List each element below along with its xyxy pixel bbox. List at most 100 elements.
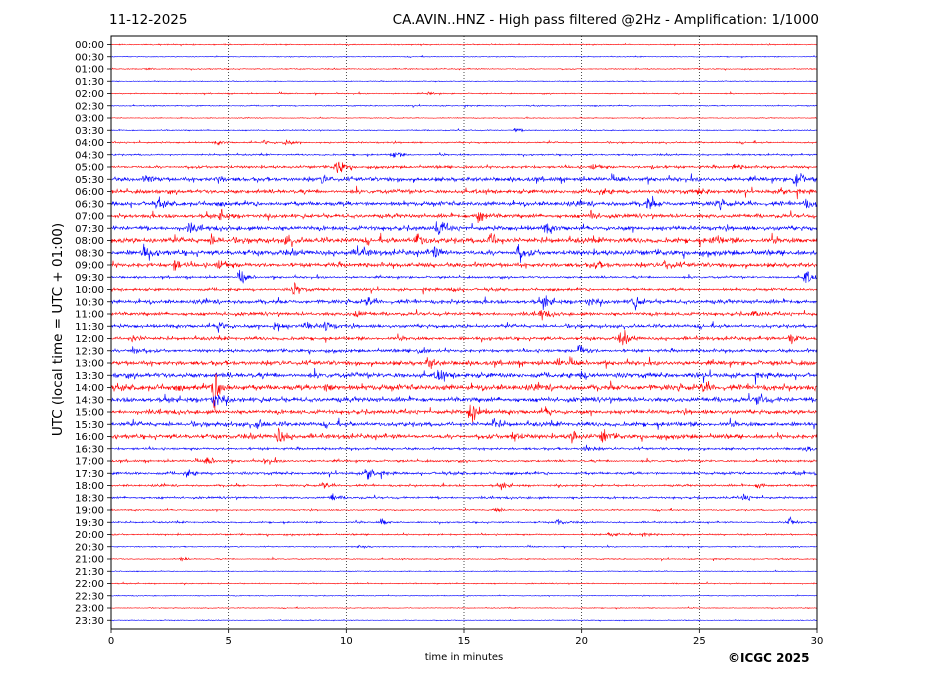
y-tick-label: 23:00 [75,604,104,615]
trace-1530 [110,417,818,430]
trace-2330 [111,618,818,622]
y-tick-label: 05:30 [75,175,104,186]
vertical-gridlines [228,36,700,629]
trace-1800 [110,481,818,491]
y-tick-label: 15:00 [75,408,104,419]
trace-0130 [110,79,818,83]
trace-0930 [110,269,818,284]
y-tick-label: 15:30 [75,420,104,431]
trace-2230 [110,594,818,598]
trace-1830 [111,493,818,502]
trace-0000 [110,42,818,47]
y-tick-label: 12:00 [75,334,104,345]
x-tick-label: 30 [811,636,824,647]
trace-0600 [110,185,818,200]
y-tick-label: 23:30 [75,616,104,627]
trace-1330 [110,368,818,385]
trace-0430 [110,151,818,158]
trace-1900 [110,507,818,513]
trace-1230 [110,344,818,355]
y-tick-label: 21:30 [75,567,104,578]
chart-date: 11-12-2025 [109,12,188,28]
y-tick-label: 00:00 [75,40,104,51]
y-tick-label: 22:00 [75,579,104,590]
y-tick-label: 01:30 [75,77,104,88]
y-tick-label: 04:30 [75,150,104,161]
y-tick-label: 07:00 [75,212,104,223]
y-tick-label: 18:30 [75,493,104,504]
y-tick-label: 17:30 [75,469,104,480]
x-tick-label: 25 [693,636,706,647]
trace-1500 [110,404,818,423]
trace-0100 [110,67,818,71]
y-axis-label: UTC (local time = UTC + 01:00) [50,223,66,436]
trace-0200 [110,90,818,96]
y-tick-label: 06:00 [75,187,104,198]
y-tick-label: 05:00 [75,163,104,174]
trace-2000 [110,532,818,538]
y-tick-label: 19:30 [75,518,104,529]
trace-1100 [110,309,818,321]
y-tick-label: 20:00 [75,530,104,541]
x-axis-ticks: 0 5 10 15 20 25 30 [108,629,824,647]
y-tick-label: 09:30 [75,273,104,284]
y-tick-label: 11:00 [75,310,104,321]
y-tick-label: 10:30 [75,297,104,308]
trace-2130 [111,569,818,573]
y-tick-label: 14:00 [75,383,104,394]
y-tick-label: 10:00 [75,285,104,296]
trace-2100 [110,556,818,562]
chart-title: CA.AVIN..HNZ - High pass filtered @2Hz -… [392,12,819,28]
trace-0830 [110,243,818,263]
y-tick-label: 11:30 [75,322,104,333]
y-tick-label: 08:00 [75,236,104,247]
y-tick-label: 03:30 [75,126,104,137]
y-tick-label: 17:00 [75,457,104,468]
trace-0030 [110,54,818,59]
trace-0300 [110,116,818,120]
y-tick-label: 01:00 [75,65,104,76]
trace-1700 [110,457,818,465]
y-tick-label: 02:00 [75,89,104,100]
y-tick-label: 16:30 [75,444,104,455]
y-tick-label: 04:00 [75,138,104,149]
trace-0500 [110,161,818,173]
y-tick-label: 07:30 [75,224,104,235]
trace-1930 [110,516,818,526]
x-tick-label: 5 [225,636,231,647]
y-tick-label: 09:00 [75,261,104,272]
y-tick-label: 03:00 [75,114,104,125]
y-tick-label: 18:00 [75,481,104,492]
y-tick-label: 13:30 [75,371,104,382]
trace-0630 [110,195,818,211]
x-tick-label: 20 [575,636,588,647]
copyright-text: ©ICGC 2025 [728,651,810,665]
trace-2200 [110,581,818,586]
y-tick-label: 16:00 [75,432,104,443]
trace-2030 [110,544,818,550]
trace-2300 [110,606,818,610]
trace-0330 [110,127,818,133]
y-tick-label: 20:30 [75,542,104,553]
trace-1030 [110,295,818,311]
trace-1300 [110,356,818,370]
y-tick-label: 12:30 [75,346,104,357]
x-axis-label: time in minutes [425,652,504,663]
trace-1630 [110,444,818,452]
trace-0800 [110,232,818,248]
y-tick-label: 06:30 [75,199,104,210]
trace-0400 [110,139,818,146]
x-tick-label: 15 [458,636,471,647]
trace-0700 [110,208,818,224]
trace-0230 [110,103,818,109]
y-tick-label: 02:30 [75,101,104,112]
y-tick-label: 21:00 [75,555,104,566]
trace-1000 [110,281,818,296]
trace-1730 [110,468,818,480]
trace-1400 [110,373,818,411]
trace-1430 [110,393,818,407]
trace-1600 [110,427,818,444]
seismic-traces [110,42,818,622]
